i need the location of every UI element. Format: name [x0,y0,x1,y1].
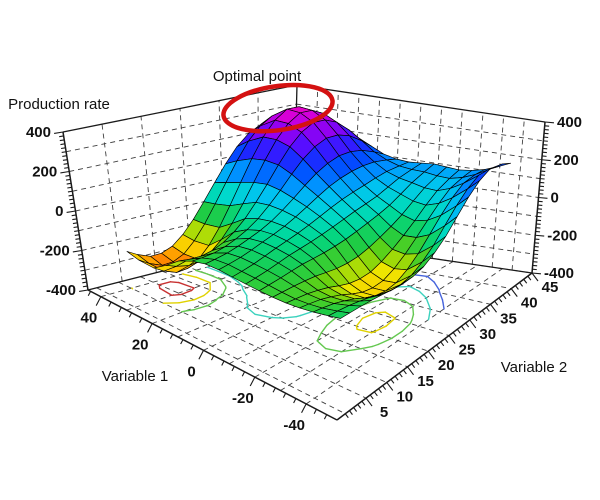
tick-label: -200 [547,227,577,244]
floor-contours [131,263,445,353]
surface-mesh [126,106,512,319]
x-axis-title: Variable 1 [101,368,169,385]
tick-label: 40 [521,295,538,312]
axes-front [87,272,533,421]
tick-label: 0 [187,363,195,380]
tick-label: 0 [55,203,63,220]
tick-label: 10 [396,388,413,405]
z-axis-right-ticks: 400 200 0 -200 -400 [531,114,582,282]
tick-label: 200 [32,164,57,181]
tick-label: -400 [46,282,76,299]
tick-label: -400 [544,265,574,282]
tick-label: 30 [479,326,496,343]
z-axis-title: Production rate [8,96,110,113]
tick-label: 400 [557,114,582,131]
x-axis-ticks: 40 20 0 -20 -40 [80,291,328,434]
tick-label: 25 [459,342,476,359]
tick-label: 200 [554,152,579,169]
z-axis-left-ticks: 400 200 0 -200 -400 [26,124,89,299]
y-axis-title: Variable 2 [500,359,568,376]
tick-label: 45 [542,279,559,296]
tick-label: 15 [417,373,434,390]
tick-label: 20 [438,357,455,374]
tick-label: 0 [551,190,559,207]
optimal-ellipse [221,82,335,134]
optimal-point-label: Optimal point [212,68,302,85]
tick-label: 20 [132,337,149,354]
optimal-point-ellipse [221,82,335,134]
tick-label: 5 [380,404,388,421]
tick-label: 400 [26,124,51,141]
tick-label: 40 [80,310,97,327]
tick-label: 35 [500,310,517,327]
tick-label: -20 [232,390,254,407]
tick-label: -40 [283,417,305,434]
tick-label: -200 [40,243,70,260]
